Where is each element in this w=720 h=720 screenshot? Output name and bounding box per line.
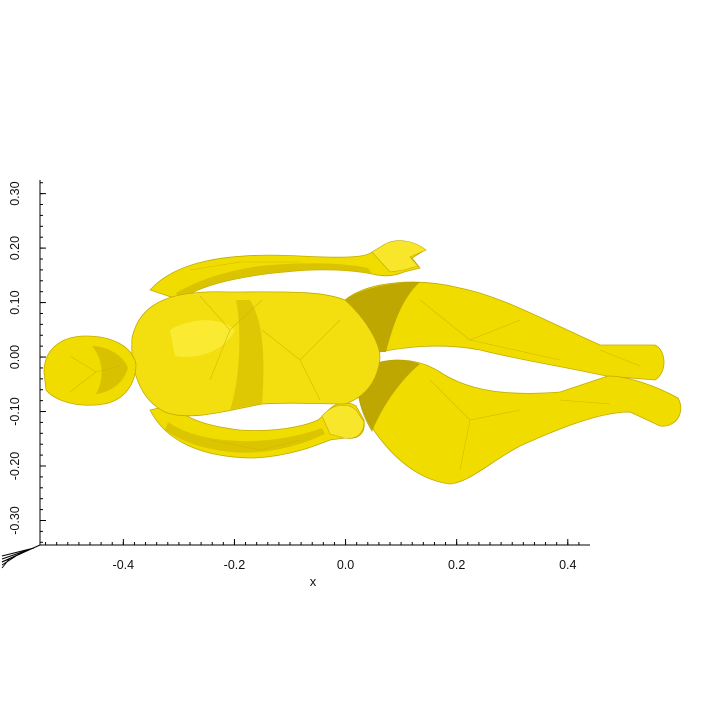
mesh-hand-top [371, 240, 427, 273]
mesh-thigh-top [344, 281, 665, 381]
y-tick-label: 0.10 [8, 290, 22, 314]
depth-axis [1, 544, 41, 569]
mesh-hand-bottom [321, 404, 365, 439]
y-tick-label: 0.00 [8, 345, 22, 369]
x-tick-label: 0.2 [448, 558, 465, 572]
x-tick-label: 0.4 [559, 558, 576, 572]
x-ticks: -0.4 -0.2 0.0 0.2 0.4 [113, 539, 577, 572]
human-mesh [43, 240, 682, 485]
y-tick-label: -0.30 [8, 506, 22, 535]
mesh-face-shade [92, 346, 128, 394]
y-tick-label: 0.30 [8, 181, 22, 205]
x-tick-label: -0.2 [224, 558, 246, 572]
x-tick-label: 0.0 [337, 558, 354, 572]
x-minor-ticks [45, 542, 580, 545]
mesh-upper-arm-shade [176, 263, 372, 300]
y-tick-label: -0.20 [8, 452, 22, 481]
y-minor-ticks [40, 182, 43, 543]
mesh-torso-shade [230, 300, 264, 410]
mesh-lower-arm-shade [165, 422, 325, 453]
y-tick-label: -0.10 [8, 397, 22, 426]
mesh-torso-highlight [170, 320, 235, 357]
y-tick-label: 0.20 [8, 236, 22, 260]
mesh-leg-bottom [357, 359, 682, 485]
y-ticks: 0.30 0.20 0.10 0.00 -0.10 -0.20 -0.30 [8, 181, 46, 535]
x-tick-label: -0.4 [113, 558, 135, 572]
x-axis-title: x [310, 574, 317, 589]
